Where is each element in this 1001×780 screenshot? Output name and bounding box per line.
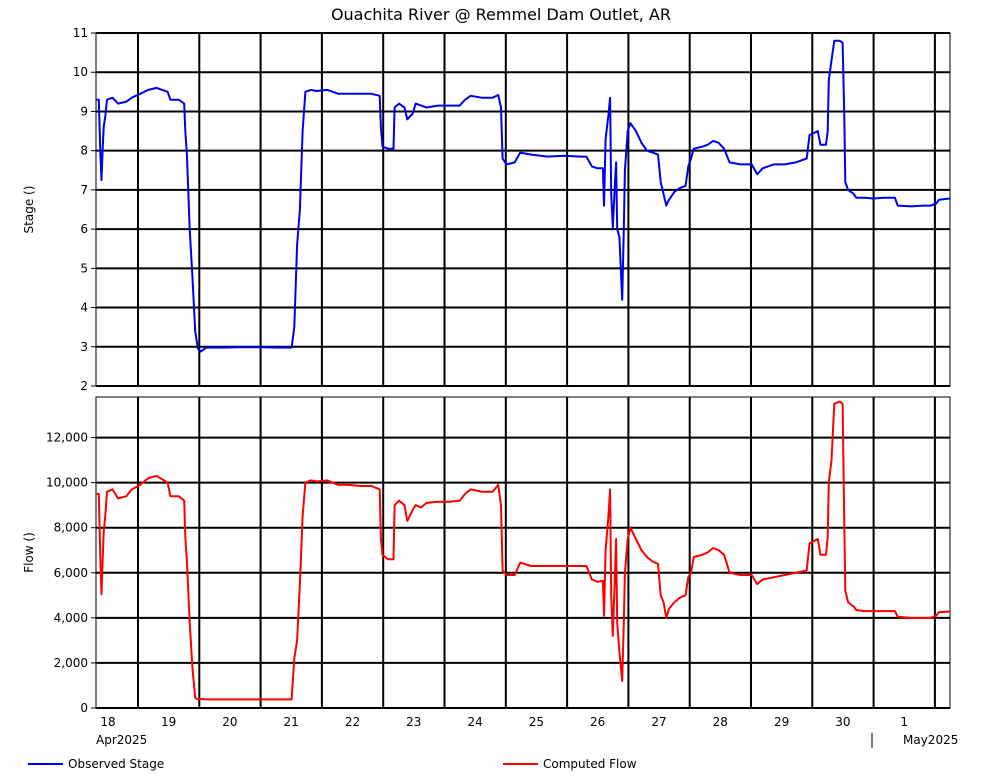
x-month-label-may: May2025: [903, 733, 958, 747]
x-tick-label: 18: [100, 715, 115, 729]
y-tick-label: 2,000: [54, 656, 88, 670]
x-tick-label: 20: [222, 715, 237, 729]
x-axis: 18 19 20 21 22 23 24 25 26 27 28 29 30 1 Apr2025 May202…: [96, 715, 958, 748]
x-tick-label: 23: [406, 715, 421, 729]
x-tick-label: 26: [590, 715, 605, 729]
series-line-flow: [96, 400, 951, 701]
y-tick-label: 6,000: [54, 566, 88, 580]
legend-label-flow: Computed Flow: [543, 757, 637, 771]
y-tick-label: 0: [80, 701, 88, 715]
x-tick-label: 29: [774, 715, 789, 729]
y-tick-label: 3: [80, 340, 88, 354]
chart-title: Ouachita River @ Remmel Dam Outlet, AR: [331, 5, 671, 24]
series-line-stage: [96, 39, 951, 353]
panel-frame: [95, 32, 951, 387]
legend: Observed Stage Computed Flow: [28, 757, 637, 771]
panel-frame: [95, 396, 951, 709]
x-tick-label: 27: [651, 715, 666, 729]
y-tick-label: 4: [80, 301, 88, 315]
legend-label-stage: Observed Stage: [68, 757, 164, 771]
x-tick-label: 21: [284, 715, 299, 729]
y-tick-label: 12,000: [46, 431, 88, 445]
y-tick-label: 4,000: [54, 611, 88, 625]
y-tick-label: 10,000: [46, 476, 88, 490]
x-month-label-apr: Apr2025: [96, 733, 147, 747]
y-tick-label: 7: [80, 183, 88, 197]
y-tick-label: 8: [80, 144, 88, 158]
y-tick-label: 2: [80, 379, 88, 393]
chart-panels: 2 3 4 5 6 7 8 9 10 11 Stage () 0 2,000 4,000 6,000 8,00…: [22, 26, 951, 715]
panel-stage: 2 3 4 5 6 7 8 9 10 11 Stage (): [22, 26, 951, 393]
x-tick-label: 22: [345, 715, 360, 729]
y-axis-label-flow: Flow (): [22, 532, 36, 573]
x-tick-label: 28: [713, 715, 728, 729]
y-tick-label: 10: [73, 65, 88, 79]
panel-flow: 0 2,000 4,000 6,000 8,000 10,000 12,000 Flow (): [22, 396, 951, 715]
x-tick-label: 1: [900, 715, 908, 729]
y-tick-label: 8,000: [54, 521, 88, 535]
y-tick-label: 11: [73, 26, 88, 40]
x-tick-label: 30: [835, 715, 850, 729]
x-tick-label: 25: [529, 715, 544, 729]
y-tick-label: 9: [80, 104, 88, 118]
y-axis-label-stage: Stage (): [22, 186, 36, 234]
y-tick-label: 6: [80, 222, 88, 236]
y-tick-label: 5: [80, 261, 88, 275]
x-tick-label: 24: [467, 715, 482, 729]
x-tick-label: 19: [161, 715, 176, 729]
